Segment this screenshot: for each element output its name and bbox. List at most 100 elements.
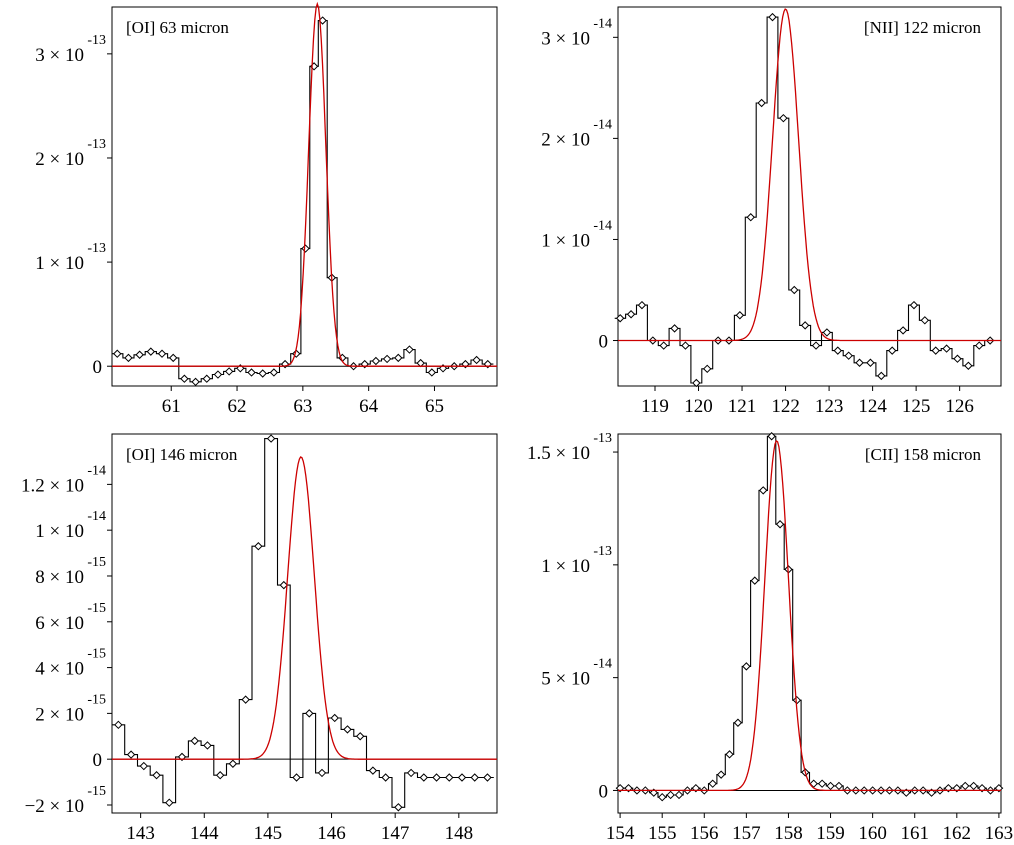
data-point-marker xyxy=(826,781,835,791)
data-point-marker xyxy=(258,369,267,378)
data-point-marker xyxy=(236,364,245,373)
data-point-marker xyxy=(202,374,211,383)
data-point-marker xyxy=(716,770,726,779)
data-point-marker xyxy=(191,377,200,387)
data-point-marker xyxy=(114,720,123,730)
data-point-marker xyxy=(866,358,875,367)
x-tick-label: 119 xyxy=(641,396,669,417)
data-point-marker xyxy=(457,773,467,782)
y-tick-exponent: -13 xyxy=(593,431,612,446)
data-point-marker xyxy=(681,341,690,350)
y-tick-label: 3 × 10 xyxy=(541,28,590,49)
x-tick-label: 158 xyxy=(774,823,803,844)
y-tick-exponent: -14 xyxy=(593,16,612,31)
data-point-marker xyxy=(844,351,853,360)
data-point-marker xyxy=(961,781,970,791)
y-tick-exponent: -15 xyxy=(87,647,106,662)
x-tick-label: 159 xyxy=(816,823,845,844)
y-tick-exponent: -14 xyxy=(87,509,106,524)
data-point-marker xyxy=(733,718,743,727)
panel-title: [OI] 63 micron xyxy=(126,18,229,37)
data-point-marker xyxy=(775,520,785,529)
data-point-marker xyxy=(790,285,799,295)
data-point-marker xyxy=(381,773,390,782)
x-tick-label: 157 xyxy=(732,823,761,844)
data-point-marker xyxy=(977,783,987,793)
data-point-marker xyxy=(124,353,133,363)
y-tick-exponent: -15 xyxy=(87,601,106,616)
data-point-marker xyxy=(247,368,256,377)
spectrum-step-line xyxy=(615,435,1004,798)
y-tick-label: 1 × 10 xyxy=(35,253,84,274)
x-tick-label: 144 xyxy=(190,823,219,844)
data-point-marker xyxy=(779,113,788,123)
panel-oi-63: 61 62 63 64 650-131 × 10-132 × 10-133 × 10[O… xyxy=(35,1,498,417)
data-point-marker xyxy=(139,761,149,771)
data-point-marker xyxy=(405,345,414,354)
data-point-marker xyxy=(944,783,953,793)
data-point-marker xyxy=(394,353,403,363)
data-point-marker xyxy=(615,783,625,793)
data-point-marker xyxy=(224,367,234,376)
data-point-marker xyxy=(368,766,378,775)
data-point-marker xyxy=(952,783,962,793)
plot-frame xyxy=(617,6,1002,387)
data-point-marker xyxy=(953,354,962,363)
y-tick-label: −2 × 10 xyxy=(25,796,84,817)
y-tick-exponent: -14 xyxy=(87,463,106,478)
data-point-marker xyxy=(483,773,492,782)
data-point-marker xyxy=(360,359,369,369)
y-tick-label: 0 xyxy=(599,781,609,802)
x-tick-label: 62 xyxy=(228,396,247,417)
data-point-marker xyxy=(703,364,712,374)
y-tick-exponent: -14 xyxy=(593,657,612,672)
gaussian-fit-curve xyxy=(618,8,1001,342)
y-tick-label: 3 × 10 xyxy=(35,45,84,66)
x-tick-label: 63 xyxy=(293,396,312,417)
x-tick-label: 121 xyxy=(728,396,757,417)
x-tick-label: 143 xyxy=(126,823,155,844)
data-point-marker xyxy=(343,725,352,734)
data-point-marker xyxy=(427,368,437,377)
data-point-marker xyxy=(113,349,122,358)
data-point-marker xyxy=(241,695,250,704)
data-point-marker xyxy=(750,576,759,585)
y-tick-label: 4 × 10 xyxy=(35,659,84,680)
data-point-marker xyxy=(909,300,919,310)
data-point-marker xyxy=(165,798,174,807)
gaussian-fit-curve xyxy=(112,456,497,760)
panel-oi-146: 143 144 145 146 147 148-15−2 × 100-152 × 10-1… xyxy=(21,433,498,844)
data-point-marker xyxy=(215,771,225,780)
y-tick-label: 2 × 10 xyxy=(541,129,590,150)
y-tick-exponent: -15 xyxy=(87,784,106,799)
data-point-marker xyxy=(626,310,636,319)
data-point-marker xyxy=(927,788,936,797)
y-tick-exponent: -14 xyxy=(593,117,612,132)
data-point-marker xyxy=(305,709,314,718)
panel-title: [CII] 158 micron xyxy=(865,445,982,464)
data-point-marker xyxy=(877,371,886,381)
x-tick-label: 65 xyxy=(425,396,444,417)
data-point-marker xyxy=(811,341,821,350)
data-point-marker xyxy=(135,350,144,359)
data-point-marker xyxy=(855,358,864,367)
data-point-marker xyxy=(157,349,167,358)
x-tick-label: 125 xyxy=(902,396,931,417)
data-point-marker xyxy=(666,790,675,800)
y-tick-exponent: -13 xyxy=(87,241,106,256)
data-point-marker xyxy=(213,370,223,379)
data-point-marker xyxy=(964,361,973,370)
data-point-marker xyxy=(432,773,441,782)
spectrum-step-line xyxy=(111,19,494,383)
data-point-marker xyxy=(768,12,777,22)
data-point-marker xyxy=(190,736,199,746)
y-tick-exponent: -15 xyxy=(87,692,106,707)
data-point-marker xyxy=(168,353,178,363)
x-tick-label: 156 xyxy=(690,823,719,844)
x-tick-label: 163 xyxy=(985,823,1014,844)
data-point-marker xyxy=(292,349,301,358)
data-point-marker xyxy=(735,311,745,320)
data-point-marker xyxy=(615,314,625,323)
